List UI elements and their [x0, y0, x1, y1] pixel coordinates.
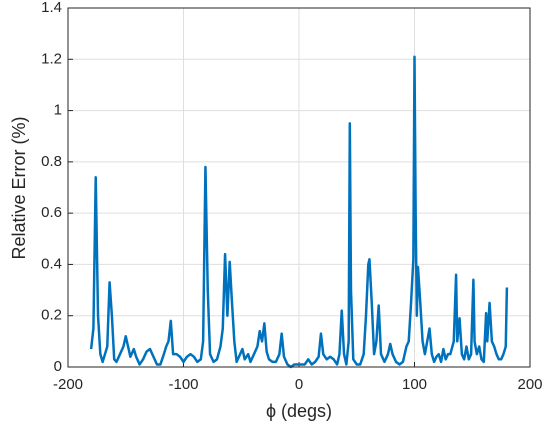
x-axis-title: ϕ (degs) — [266, 401, 332, 421]
x-tick-label: 0 — [295, 376, 303, 393]
y-tick-label: 1 — [54, 102, 62, 119]
y-tick-label: 1.2 — [41, 50, 62, 67]
y-tick-label: 0.2 — [41, 307, 62, 324]
axes-box — [67, 7, 531, 368]
y-tick-label: 0.8 — [41, 153, 62, 170]
x-tick-label: 100 — [402, 376, 427, 393]
data-line — [89, 55, 509, 369]
x-tick-label: -200 — [53, 376, 83, 393]
y-tick-label: 1.4 — [41, 0, 62, 16]
x-tick-label: 200 — [517, 376, 542, 393]
y-tick-label: 0 — [54, 358, 62, 375]
y-axis-title: Relative Error (%) — [9, 116, 29, 259]
y-tick-label: 0.4 — [41, 255, 62, 272]
y-tick-label: 0.6 — [41, 204, 62, 221]
x-tick-label: -100 — [168, 376, 198, 393]
